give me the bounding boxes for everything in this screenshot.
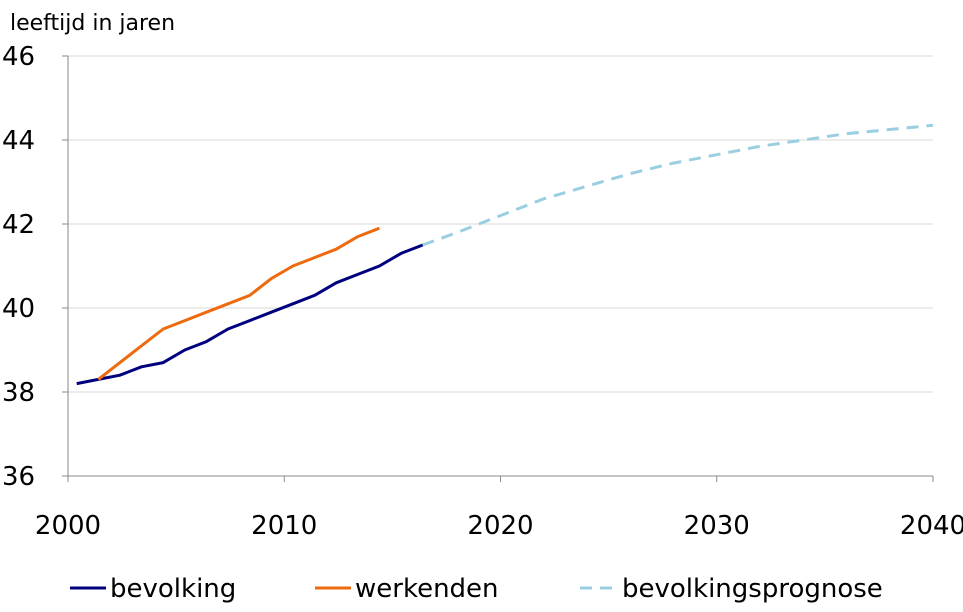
y-tick-label: 36 [2,462,35,492]
y-axis-label: leeftijd in jaren [10,11,175,36]
y-tick-label: 40 [2,294,35,324]
y-tick-label: 42 [2,210,35,240]
y-tick-label: 44 [2,126,35,156]
x-tick-label: 2030 [684,511,750,541]
x-tick-label: 2000 [35,511,101,541]
x-tick-label: 2040 [900,511,963,541]
legend: bevolking werkenden bevolkingsprognose [70,574,883,604]
gridlines [68,55,933,393]
series-line-werkenden [97,226,380,381]
x-tick-label: 2010 [251,511,317,541]
legend-label-werkenden: werkenden [355,574,499,604]
x-tick-label: 2020 [467,511,533,541]
y-tick-labels: 36 38 40 42 44 46 [2,42,35,492]
legend-label-bevolkingsprognose: bevolkingsprognose [622,574,883,604]
series-line-bevolking [76,243,424,386]
series-lines [76,123,934,386]
y-tick-label: 38 [2,378,35,408]
series-line-bevolkingsprognose [422,123,934,247]
axes [62,55,934,482]
y-tick-label: 46 [2,42,35,72]
x-tick-labels: 2000 2010 2020 2030 2040 [35,511,963,541]
legend-label-bevolking: bevolking [110,574,236,604]
